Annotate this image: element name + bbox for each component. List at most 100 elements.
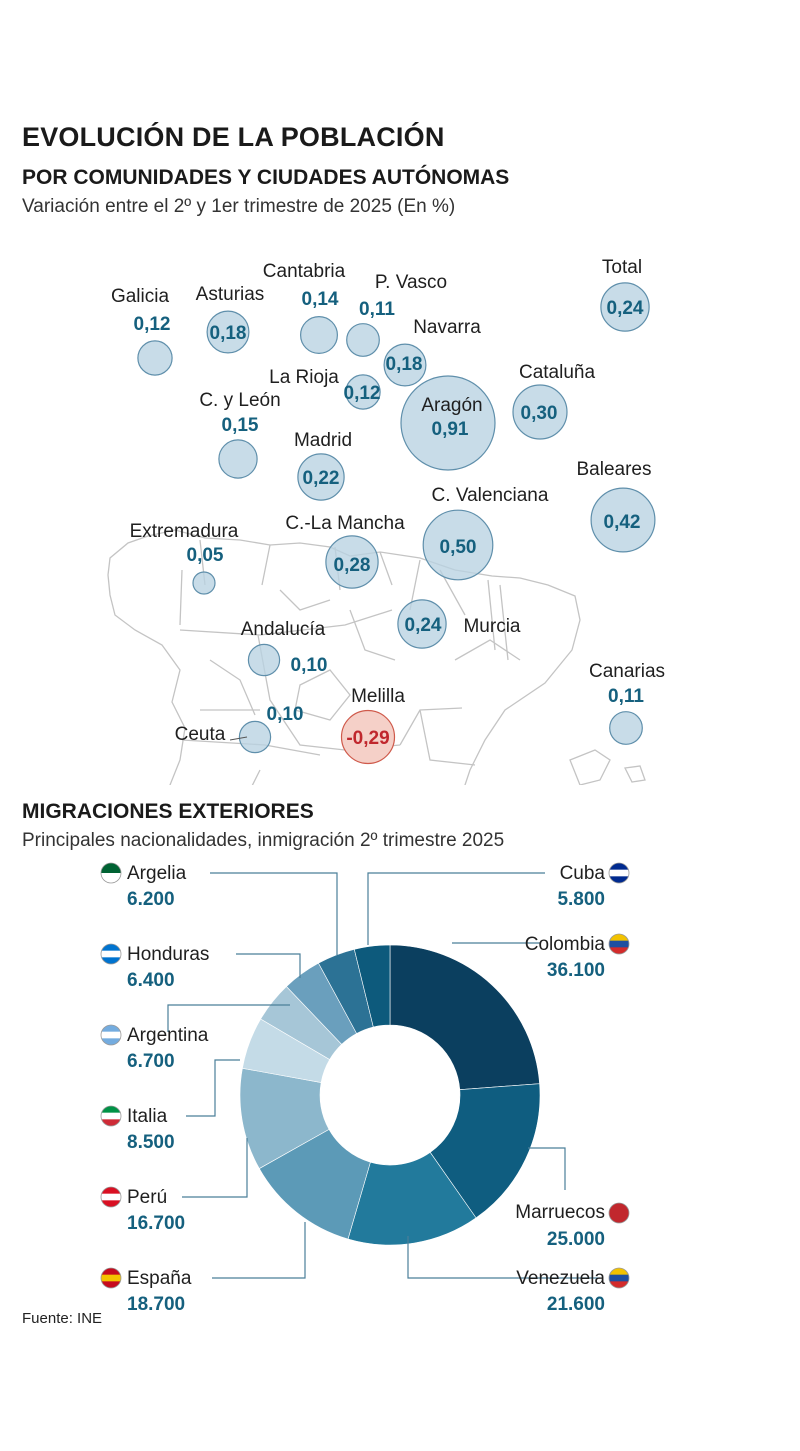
country-value-venezuela: 21.600 (547, 1294, 605, 1315)
country-value-honduras: 6.400 (127, 970, 175, 991)
leader-argelia (210, 872, 338, 955)
country-name-colombia: Colombia (525, 934, 606, 955)
ceuta-leader-line (229, 736, 248, 741)
region-name-navarra: Navarra (413, 317, 481, 338)
slice-cuba (353, 944, 391, 1028)
region-value-asturias: 0,18 (210, 323, 247, 344)
region-value-baleares: 0,42 (604, 512, 641, 533)
flag-italia-icon (100, 1105, 122, 1127)
bubble-baleares (590, 487, 656, 553)
bubble-c-valenciana (422, 509, 494, 581)
flag-cuba-icon (608, 862, 630, 884)
country-name-italia: Italia (127, 1106, 168, 1127)
bubble-cataluna (512, 384, 568, 440)
bubble-canarias (609, 711, 643, 745)
slice-colombia (389, 944, 540, 1091)
country-name-marruecos: Marruecos (515, 1202, 605, 1223)
country-name-venezuela: Venezuela (516, 1268, 605, 1289)
donut-slices (239, 944, 541, 1246)
region-value-extremadura: 0,05 (187, 545, 224, 566)
region-name-canarias: Canarias (589, 661, 665, 682)
bubble-extremadura (192, 571, 216, 595)
region-value-la-rioja: 0,12 (344, 383, 381, 404)
country-value-italia: 8.500 (127, 1132, 175, 1153)
country-value-cuba: 5.800 (557, 889, 605, 910)
leader-peru (182, 1138, 248, 1198)
leader-venezuela (407, 1236, 600, 1279)
flag-honduras-icon (100, 943, 122, 965)
region-name-c-valenciana: C. Valenciana (432, 485, 549, 506)
leader-honduras (236, 953, 301, 978)
region-value-canarias: 0,11 (608, 686, 644, 707)
bubble-ceuta (238, 720, 272, 754)
country-name-honduras: Honduras (127, 944, 209, 965)
donut-leader-lines (167, 872, 600, 1279)
region-value-cataluna: 0,30 (521, 403, 558, 424)
bubble-madrid (297, 453, 345, 501)
bubble-aragon (400, 375, 496, 471)
country-value-argentina: 6.700 (127, 1051, 175, 1072)
region-value-cantabria: 0,14 (302, 289, 339, 310)
leader-marruecos (528, 1147, 566, 1190)
country-name-argelia: Argelia (127, 863, 187, 884)
bubble-la-rioja (345, 374, 381, 410)
flag-marruecos-icon (608, 1202, 630, 1224)
bubble-galicia (137, 340, 173, 376)
bubble-c-y-leon (218, 439, 258, 479)
country-name-cuba: Cuba (560, 863, 606, 884)
region-name-extremadura: Extremadura (130, 521, 239, 542)
flag-argelia-icon (100, 862, 122, 884)
country-name-peru: Perú (127, 1187, 167, 1208)
region-value-galicia: 0,12 (134, 314, 171, 335)
region-name-total: Total (602, 257, 642, 278)
region-value-total: 0,24 (607, 298, 644, 319)
region-value-melilla: -0,29 (346, 728, 389, 749)
source-note: Fuente: INE (22, 1310, 103, 1327)
region-value-p-vasco: 0,11 (359, 299, 395, 320)
country-value-marruecos: 25.000 (547, 1229, 605, 1250)
region-name-baleares: Baleares (577, 459, 652, 480)
region-name-c-y-leon: C. y León (199, 390, 280, 411)
map-description: Variación entre el 2º y 1er trimestre de… (22, 196, 456, 217)
leader-argentina (167, 1004, 290, 1032)
flag-peru-icon (100, 1186, 122, 1208)
region-value-ceuta: 0,10 (267, 704, 304, 725)
donut-labels: Colombia 36.100 Marruecos 25.000 Venezuela 21… (100, 862, 630, 1315)
region-value-c-valenciana: 0,50 (440, 537, 477, 558)
region-value-andalucia: 0,10 (291, 655, 328, 676)
slice-marruecos (429, 1083, 541, 1219)
bubble-melilla (340, 709, 396, 765)
region-value-aragon: 0,91 (432, 419, 469, 440)
flag-colombia-icon (608, 933, 630, 955)
region-name-c-la-mancha: C.-La Mancha (285, 513, 405, 534)
bubble-navarra (383, 343, 427, 387)
spain-map-outline (107, 529, 646, 785)
country-name-argentina: Argentina (127, 1025, 209, 1046)
migration-subtitle: Principales nacionalidades, inmigración … (22, 830, 505, 851)
region-value-madrid: 0,22 (303, 468, 340, 489)
bubble-andalucia (247, 643, 281, 677)
bubble-layer: Galicia 0,12 Asturias 0,18 Cantabria 0,14 P. V… (111, 257, 665, 765)
region-name-p-vasco: P. Vasco (375, 272, 447, 293)
population-bubble-map: Galicia 0,12 Asturias 0,18 Cantabria 0,14 P. V… (107, 257, 665, 785)
slice-venezuela (347, 1151, 477, 1246)
leader-italia (186, 1059, 240, 1117)
page-title: EVOLUCIÓN DE LA POBLACIÓN (22, 122, 445, 152)
bubble-total (600, 282, 650, 332)
region-value-murcia: 0,24 (405, 615, 442, 636)
region-name-la-rioja: La Rioja (269, 367, 339, 388)
region-name-madrid: Madrid (294, 430, 352, 451)
region-name-ceuta: Ceuta (175, 724, 226, 745)
page-subtitle: POR COMUNIDADES Y CIUDADES AUTÓNOMAS (22, 166, 510, 189)
migration-title: MIGRACIONES EXTERIORES (22, 800, 314, 823)
region-value-c-la-mancha: 0,28 (334, 555, 371, 576)
bubble-c-la-mancha (325, 535, 379, 589)
country-value-colombia: 36.100 (547, 960, 605, 981)
bubble-cantabria (300, 315, 339, 354)
bubble-murcia (397, 599, 447, 649)
leader-espana (212, 1222, 306, 1279)
region-name-galicia: Galicia (111, 286, 170, 307)
region-name-andalucia: Andalucía (241, 619, 326, 640)
region-name-aragon: Aragón (421, 395, 482, 416)
region-name-cataluna: Cataluña (519, 362, 595, 383)
